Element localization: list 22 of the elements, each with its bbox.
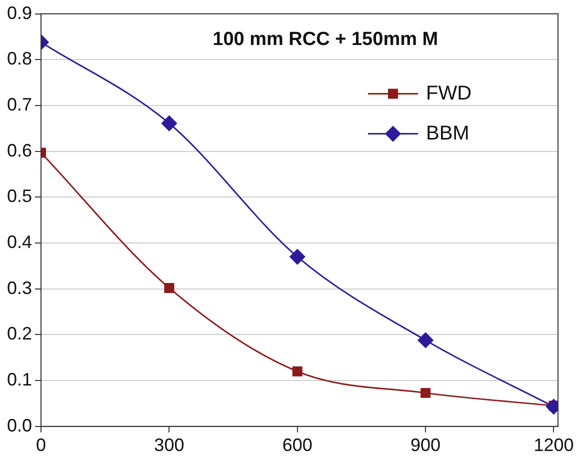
- x-tick-label: 300: [154, 435, 184, 456]
- y-tick-label: 0.8: [6, 48, 32, 69]
- point: [418, 332, 434, 348]
- y-tick-label: 0.4: [6, 232, 32, 252]
- x-tick-label: 1200: [534, 435, 574, 456]
- point: [292, 366, 302, 376]
- point: [290, 249, 306, 265]
- x-tick-label: 900: [410, 435, 441, 456]
- y-tick-label: 0.0: [6, 415, 32, 436]
- y-tick-label: 0.7: [6, 94, 32, 114]
- y-tick-label: 0.6: [6, 140, 32, 160]
- y-tick-label: 0.9: [6, 2, 32, 23]
- y-tick-label: 0.3: [6, 278, 32, 298]
- legend-label: BBM: [426, 122, 470, 144]
- y-tick-label: 0.5: [6, 186, 32, 206]
- y-tick-label: 0.1: [6, 370, 32, 390]
- point: [420, 388, 431, 398]
- x-tick-label: 600: [282, 435, 312, 456]
- y-tick-label: 0.2: [6, 324, 32, 344]
- text: 100 mm RCC + 150mm M: [212, 29, 438, 50]
- x-tick-label: 0: [36, 435, 46, 456]
- legend-label: FWD: [426, 82, 472, 104]
